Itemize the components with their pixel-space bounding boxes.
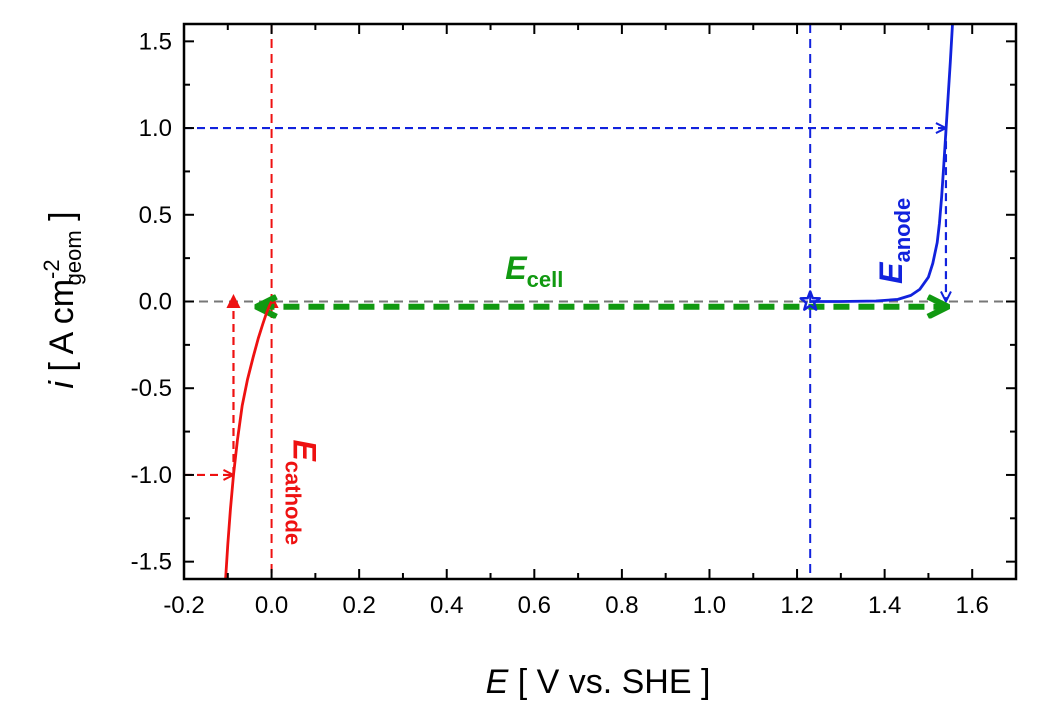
y-tick-label: 1.5 <box>139 28 172 55</box>
E-cathode-label: Ecathode <box>281 439 323 545</box>
y-tick-label: 0.0 <box>139 289 172 316</box>
y-tick-label: -1.5 <box>131 549 172 576</box>
y-tick-label: 0.5 <box>139 202 172 229</box>
x-axis-title: E [ V vs. SHE ] <box>486 663 711 701</box>
x-tick-label: 1.0 <box>693 592 726 619</box>
x-tick-label: 0.8 <box>605 592 638 619</box>
x-tick-label: 1.6 <box>956 592 989 619</box>
x-tick-label: 0.2 <box>342 592 375 619</box>
E-anode-label: Eanode <box>873 198 915 284</box>
series-line-2 <box>810 24 954 303</box>
reference-lines <box>184 24 1016 579</box>
annotations: Ecell Eanode Ecathode <box>281 198 916 545</box>
x-tick-label: 0.4 <box>430 592 463 619</box>
x-tick-label: 0.6 <box>518 592 551 619</box>
axis-ticks: -0.2 0.0 0.2 0.4 0.6 0.8 1.0 1.2 1.4 1.6 -1.5 -1.0 -… <box>131 24 1016 619</box>
star-marker <box>799 290 821 311</box>
x-tick-label: -0.2 <box>163 592 204 619</box>
x-tick-label: 1.4 <box>868 592 901 619</box>
y-axis-title: i [ A cm-2geom ] <box>39 211 86 388</box>
y-tick-label: -1.0 <box>131 462 172 489</box>
markers <box>799 290 821 311</box>
y-tick-label: -0.5 <box>131 375 172 402</box>
x-tick-label: 1.2 <box>780 592 813 619</box>
E-cell-label: Ecell <box>505 250 563 292</box>
x-tick-label: 0.0 <box>255 592 288 619</box>
series <box>224 24 954 579</box>
y-tick-label: 1.0 <box>139 115 172 142</box>
series-line-1 <box>224 300 273 579</box>
